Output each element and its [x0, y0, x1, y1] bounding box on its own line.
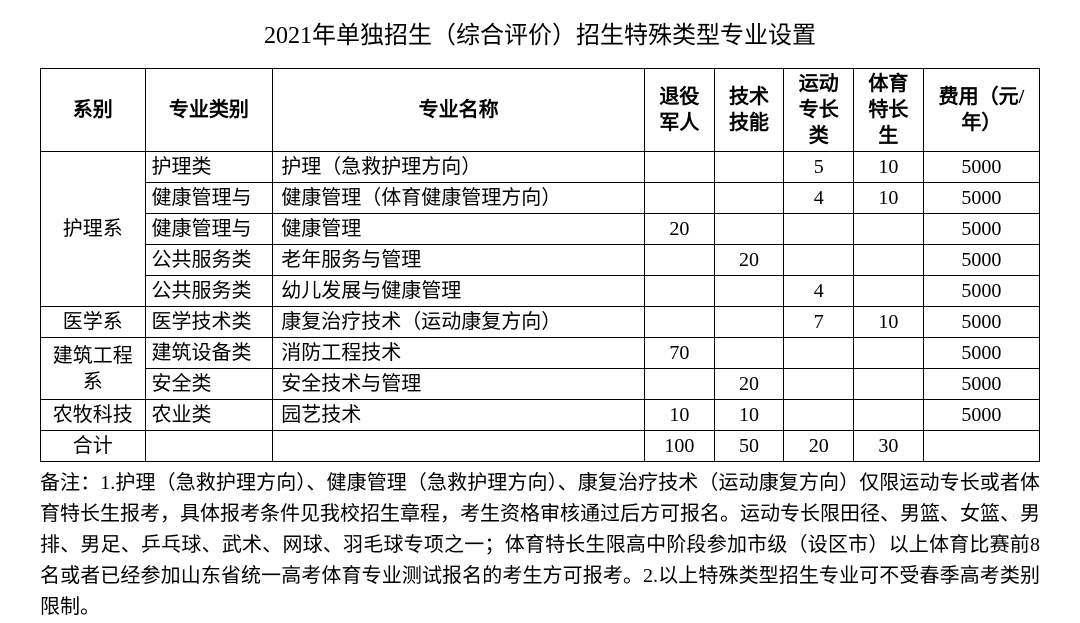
cell-fee: 5000 — [923, 307, 1039, 338]
cell-pe — [854, 245, 924, 276]
cell-major: 康复治疗技术（运动康复方向） — [273, 307, 645, 338]
cell-sport — [784, 338, 854, 369]
cell-major: 健康管理 — [273, 214, 645, 245]
header-dept: 系别 — [41, 69, 146, 152]
cell-skill: 10 — [714, 400, 784, 431]
header-pe: 体育特长生 — [854, 69, 924, 152]
cell-retired — [645, 369, 715, 400]
cell-pe: 10 — [854, 307, 924, 338]
cell-dept: 护理系 — [41, 152, 146, 307]
cell-retired — [645, 183, 715, 214]
header-sport: 运动专长类 — [784, 69, 854, 152]
table-row: 公共服务类老年服务与管理 20 5000 — [41, 245, 1040, 276]
cell-sport: 7 — [784, 307, 854, 338]
cell-total-label: 合计 — [41, 431, 146, 462]
notes-paragraph: 备注：1.护理（急救护理方向）、健康管理（急救护理方向）、康复治疗技术（运动康复… — [40, 468, 1040, 623]
cell-dept: 建筑工程系 — [41, 338, 146, 400]
cell-retired: 10 — [645, 400, 715, 431]
cell-skill — [714, 276, 784, 307]
table-row: 护理系护理类护理（急救护理方向）5105000 — [41, 152, 1040, 183]
cell-sport — [784, 214, 854, 245]
cell-total-pe: 30 — [854, 431, 924, 462]
cell-pe — [854, 369, 924, 400]
cell-pe — [854, 400, 924, 431]
cell-sport — [784, 245, 854, 276]
cell-total-fee — [923, 431, 1039, 462]
cell-category: 护理类 — [145, 152, 273, 183]
cell-retired — [645, 276, 715, 307]
cell-fee: 5000 — [923, 338, 1039, 369]
cell-major: 园艺技术 — [273, 400, 645, 431]
table-row: 医学系医学技术类康复治疗技术（运动康复方向） 7105000 — [41, 307, 1040, 338]
cell-retired — [645, 152, 715, 183]
table-row: 公共服务类幼儿发展与健康管理 4 5000 — [41, 276, 1040, 307]
cell-retired — [645, 307, 715, 338]
cell-category: 建筑设备类 — [145, 338, 273, 369]
cell-pe — [854, 214, 924, 245]
cell-skill — [714, 307, 784, 338]
cell-major: 幼儿发展与健康管理 — [273, 276, 645, 307]
cell-retired — [645, 245, 715, 276]
cell-total-skill: 50 — [714, 431, 784, 462]
page-title: 2021年单独招生（综合评价）招生特殊类型专业设置 — [40, 15, 1040, 50]
majors-table: 系别 专业类别 专业名称 退役军人 技术技能 运动专长类 体育特长生 费用（元/… — [40, 68, 1040, 462]
cell-sport: 5 — [784, 152, 854, 183]
cell-fee: 5000 — [923, 183, 1039, 214]
cell-sport: 4 — [784, 276, 854, 307]
cell-skill — [714, 183, 784, 214]
table-row: 建筑工程系建筑设备类消防工程技术705000 — [41, 338, 1040, 369]
cell-dept: 农牧科技 — [41, 400, 146, 431]
cell-pe: 10 — [854, 152, 924, 183]
table-total-row: 合计 100502030 — [41, 431, 1040, 462]
cell-major: 安全技术与管理 — [273, 369, 645, 400]
cell-skill — [714, 152, 784, 183]
cell-skill: 20 — [714, 369, 784, 400]
cell-total-retired: 100 — [645, 431, 715, 462]
cell-dept: 医学系 — [41, 307, 146, 338]
cell-category: 公共服务类 — [145, 276, 273, 307]
cell-category: 健康管理与 — [145, 214, 273, 245]
cell-category: 农业类 — [145, 400, 273, 431]
header-category: 专业类别 — [145, 69, 273, 152]
cell-total-major — [273, 431, 645, 462]
cell-fee: 5000 — [923, 152, 1039, 183]
cell-pe: 10 — [854, 183, 924, 214]
cell-sport — [784, 369, 854, 400]
cell-category: 公共服务类 — [145, 245, 273, 276]
header-skill: 技术技能 — [714, 69, 784, 152]
cell-pe — [854, 338, 924, 369]
cell-category: 健康管理与 — [145, 183, 273, 214]
header-major: 专业名称 — [273, 69, 645, 152]
cell-fee: 5000 — [923, 400, 1039, 431]
cell-category: 医学技术类 — [145, 307, 273, 338]
cell-retired: 70 — [645, 338, 715, 369]
header-fee: 费用（元/年） — [923, 69, 1039, 152]
cell-fee: 5000 — [923, 214, 1039, 245]
cell-major: 老年服务与管理 — [273, 245, 645, 276]
cell-fee: 5000 — [923, 245, 1039, 276]
cell-skill — [714, 214, 784, 245]
cell-fee: 5000 — [923, 369, 1039, 400]
table-header-row: 系别 专业类别 专业名称 退役军人 技术技能 运动专长类 体育特长生 费用（元/… — [41, 69, 1040, 152]
cell-retired: 20 — [645, 214, 715, 245]
cell-major: 消防工程技术 — [273, 338, 645, 369]
header-retired: 退役军人 — [645, 69, 715, 152]
cell-fee: 5000 — [923, 276, 1039, 307]
cell-major: 健康管理（体育健康管理方向） — [273, 183, 645, 214]
table-row: 健康管理与健康管理20 5000 — [41, 214, 1040, 245]
cell-major: 护理（急救护理方向） — [273, 152, 645, 183]
cell-sport: 4 — [784, 183, 854, 214]
table-row: 安全类安全技术与管理 20 5000 — [41, 369, 1040, 400]
cell-pe — [854, 276, 924, 307]
cell-total-category — [145, 431, 273, 462]
cell-sport — [784, 400, 854, 431]
table-row: 农牧科技农业类园艺技术10105000 — [41, 400, 1040, 431]
table-row: 健康管理与健康管理（体育健康管理方向） 4105000 — [41, 183, 1040, 214]
cell-category: 安全类 — [145, 369, 273, 400]
cell-skill: 20 — [714, 245, 784, 276]
cell-skill — [714, 338, 784, 369]
cell-total-sport: 20 — [784, 431, 854, 462]
